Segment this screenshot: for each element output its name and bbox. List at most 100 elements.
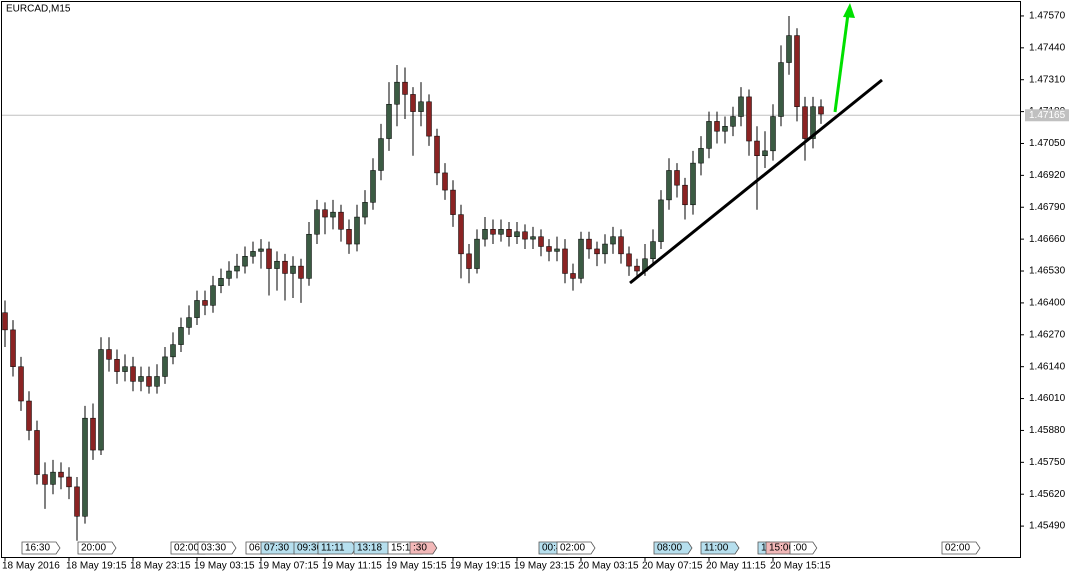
candle-body (458, 214, 464, 255)
candle-body (266, 248, 272, 269)
candle-body (506, 229, 512, 237)
plot-frame (1, 1, 1021, 558)
candle-body (586, 238, 592, 250)
event-marker (77, 541, 117, 555)
candle-body (362, 202, 368, 218)
candle-body (818, 106, 824, 115)
candle-body (450, 189, 456, 215)
y-tick-label: 1.45880 (1029, 425, 1066, 436)
x-tick-label: 20 May 03:15 (578, 561, 639, 572)
candle-body (466, 253, 472, 269)
candle-body (354, 216, 360, 245)
event-label: 02:00 (560, 543, 585, 554)
candle-body (418, 101, 424, 112)
candle-body (58, 471, 64, 478)
candle-body (698, 148, 704, 164)
event-marker (789, 541, 818, 555)
y-tick-label: 1.47570 (1029, 11, 1066, 22)
event-label: 02:00 (174, 543, 199, 554)
candle-body (490, 229, 496, 235)
event-label: :30 (413, 543, 427, 554)
candle-body (546, 246, 552, 252)
candle-body (434, 135, 440, 174)
candle-body (658, 199, 664, 242)
arrow-head (843, 3, 855, 18)
candle-body (730, 116, 736, 127)
candle-body (594, 248, 600, 255)
event-label: 15:15 (391, 543, 416, 554)
plot-area (2, 15, 1020, 541)
candle-body (42, 474, 48, 485)
candle-body (778, 62, 784, 117)
candle-body (322, 209, 328, 218)
arrow-shaft (833, 13, 850, 113)
x-tick-label: 18 May 19:15 (66, 561, 127, 572)
y-tick-label: 1.46530 (1029, 266, 1066, 277)
x-tick-label: 20 May 07:15 (642, 561, 703, 572)
event-label: 07:30 (264, 543, 289, 554)
candle-body (386, 103, 392, 139)
event-label: 03:30 (201, 543, 226, 554)
candle-body (402, 81, 408, 95)
candle-body (258, 248, 264, 252)
candle-body (514, 231, 520, 237)
candle-body (682, 184, 688, 206)
candle-body (90, 417, 96, 451)
y-tick-label: 1.46790 (1029, 202, 1066, 213)
x-tick-label: 18 May 2016 (2, 561, 60, 572)
y-tick-label: 1.47440 (1029, 42, 1066, 53)
candle-body (522, 231, 528, 240)
candle-body (370, 170, 376, 203)
current-price-box (1025, 109, 1069, 122)
candle-body (394, 81, 400, 105)
y-tick-label: 1.46140 (1029, 361, 1066, 372)
candle-body (106, 349, 112, 360)
event-marker (197, 541, 237, 555)
candle-body (298, 265, 304, 279)
candle-body (234, 265, 240, 272)
y-tick-label: 1.46400 (1029, 298, 1066, 309)
candle-body (18, 366, 24, 402)
event-label: 16:30 (25, 543, 50, 554)
candle-body (674, 170, 680, 186)
y-tick-label: 1.46010 (1029, 393, 1066, 404)
candle-body (706, 121, 712, 149)
candle-body (138, 376, 144, 382)
y-tick-label: 1.45750 (1029, 457, 1066, 468)
x-tick-label: 19 May 19:15 (450, 561, 511, 572)
candle-body (762, 150, 768, 156)
candle-body (482, 229, 488, 240)
candle-body (690, 162, 696, 206)
candle-body (194, 300, 200, 318)
candle-body (786, 35, 792, 63)
x-tick-label: 19 May 07:15 (258, 561, 319, 572)
candle-body (226, 270, 232, 279)
candle-body (98, 349, 104, 451)
candle-body (242, 256, 248, 267)
candle-body (746, 96, 752, 142)
candle-body (738, 96, 744, 117)
candle-body (570, 273, 576, 279)
y-tick-label: 1.46270 (1029, 329, 1066, 340)
candle-body (306, 233, 312, 279)
candle-body (634, 265, 640, 272)
x-tick-label: 19 May 15:15 (386, 561, 447, 572)
candle-body (130, 366, 136, 382)
candle-body (666, 170, 672, 201)
candle-body (626, 253, 632, 267)
candle-body (202, 300, 208, 306)
candle-body (186, 317, 192, 328)
candle-body (346, 229, 352, 245)
y-tick-label: 1.47050 (1029, 138, 1066, 149)
candle-body (714, 121, 720, 132)
x-tick-label: 19 May 03:15 (194, 561, 255, 572)
current-price-label: 1.47165 (1029, 110, 1066, 121)
candle-body (410, 94, 416, 112)
candle-body (178, 327, 184, 345)
event-label: 08:00 (657, 543, 682, 554)
event-marker (941, 541, 981, 555)
candle-body (578, 238, 584, 279)
candle-body (26, 400, 32, 431)
